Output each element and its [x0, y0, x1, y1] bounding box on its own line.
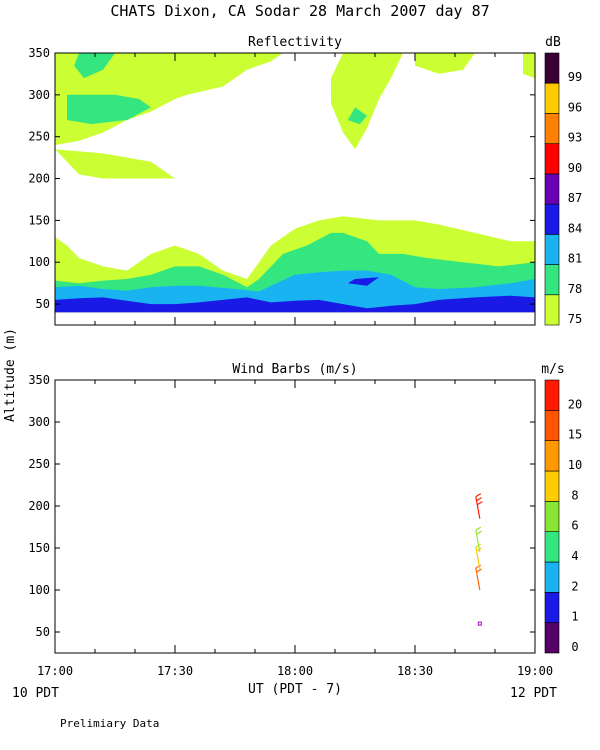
wind-colorbar: 0 1 2 4 6 8 10 15 20 — [544, 379, 582, 654]
y-tick-label: 150 — [28, 213, 50, 227]
wind-barb — [475, 526, 482, 553]
colorbar-label: 8 — [571, 488, 578, 502]
colorbar-swatch-93 — [544, 113, 560, 144]
x-tick-label: 19:00 — [517, 664, 553, 678]
colorbar-label: 2 — [571, 579, 578, 593]
reflectivity-colorbar-unit: dB — [545, 35, 561, 50]
colorbar-swatch-96 — [544, 82, 560, 114]
contour-region-84-db — [347, 277, 379, 286]
colorbar-swatch-8 — [544, 470, 560, 502]
colorbar-swatch-84 — [544, 203, 560, 235]
contour-region-78-db — [347, 107, 367, 125]
contour-region-75-db — [55, 53, 283, 146]
wind-colorbar-unit: m/s — [541, 362, 564, 377]
x-tick-label: 17:00 — [37, 664, 73, 678]
contour-region-75-db — [415, 53, 475, 74]
colorbar-label: 93 — [568, 131, 582, 145]
y-tick-label: 300 — [28, 415, 50, 429]
wind-barbs-title: Wind Barbs (m/s) — [232, 362, 357, 377]
y-tick-label: 350 — [28, 373, 50, 387]
y-tick-label: 100 — [28, 583, 50, 597]
colorbar-swatch-4 — [544, 531, 560, 563]
colorbar-swatch-99 — [544, 52, 560, 84]
y-tick-label: 100 — [28, 255, 50, 269]
contour-region-75-db — [55, 149, 175, 179]
colorbar-swatch-75 — [544, 294, 560, 326]
y-tick-label: 300 — [28, 88, 50, 102]
colorbar-label: 6 — [571, 519, 578, 533]
reflectivity-colorbar: 75 78 81 84 87 90 93 96 99 — [544, 52, 582, 326]
wind-barbs-y-axis: 50 100 150 200 250 300 350 — [28, 373, 535, 639]
contour-region-78-db — [74, 53, 115, 79]
contour-region-81-db — [55, 270, 535, 309]
colorbar-swatch-2 — [544, 561, 560, 593]
colorbar-label: 4 — [571, 549, 578, 563]
start-local-time: 10 PDT — [12, 686, 59, 701]
y-tick-label: 200 — [28, 172, 50, 186]
y-tick-label: 50 — [36, 625, 50, 639]
colorbar-swatch-81 — [544, 234, 560, 265]
y-tick-label: 200 — [28, 499, 50, 513]
y-tick-label: 350 — [28, 46, 50, 60]
colorbar-label: 15 — [568, 428, 582, 442]
colorbar-swatch-20 — [544, 379, 560, 411]
wind-barb — [475, 564, 482, 591]
wind-barbs-x-axis: 17:00 17:30 18:00 18:30 19:00 — [37, 380, 553, 678]
colorbar-label: 78 — [568, 282, 582, 296]
x-tick-label: 18:00 — [277, 664, 313, 678]
colorbar-swatch-15 — [544, 410, 560, 441]
y-tick-label: 250 — [28, 130, 50, 144]
colorbar-swatch-90 — [544, 143, 560, 175]
wind-barbs — [475, 493, 483, 626]
colorbar-swatch-10 — [544, 440, 560, 472]
colorbar-swatch-78 — [544, 264, 560, 296]
altitude-axis-label: Altitude (m) — [3, 328, 18, 422]
reflectivity-title: Reflectivity — [248, 35, 342, 50]
wind-barb — [477, 621, 482, 626]
colorbar-label: 1 — [571, 610, 578, 624]
colorbar-label: 75 — [568, 312, 582, 326]
x-tick-label: 17:30 — [157, 664, 193, 678]
colorbar-swatch-1 — [544, 592, 560, 623]
colorbar-swatch-6 — [544, 501, 560, 532]
contour-region-75-db — [523, 53, 535, 79]
colorbar-label: 0 — [571, 640, 578, 654]
preliminary-data-note: Prelimiary Data — [60, 717, 159, 730]
wind-barb — [475, 493, 483, 519]
contour-region-78-db — [67, 94, 151, 125]
colorbar-label: 10 — [568, 458, 582, 472]
colorbar-label: 96 — [568, 100, 582, 114]
end-local-time: 12 PDT — [510, 686, 557, 701]
colorbar-swatch-0 — [544, 622, 560, 654]
colorbar-label: 99 — [568, 70, 582, 84]
contour-region-84-db — [55, 295, 535, 313]
y-tick-label: 250 — [28, 457, 50, 471]
colorbar-label: 87 — [568, 191, 582, 205]
x-axis-label: UT (PDT - 7) — [248, 682, 342, 697]
colorbar-label: 81 — [568, 252, 582, 266]
reflectivity-x-ticks — [54, 53, 536, 325]
wind-barbs-plot-frame — [54, 379, 536, 654]
reflectivity-contours — [55, 53, 535, 313]
colorbar-label: 20 — [568, 397, 582, 411]
colorbar-label: 90 — [568, 161, 582, 175]
figure-title: CHATS Dixon, CA Sodar 28 March 2007 day … — [110, 2, 489, 20]
y-tick-label: 150 — [28, 541, 50, 555]
contour-region-75-db — [331, 53, 403, 150]
y-tick-label: 50 — [36, 297, 50, 311]
x-tick-label: 18:30 — [397, 664, 433, 678]
reflectivity-y-axis: 50 100 150 200 250 300 350 — [28, 46, 535, 311]
colorbar-label: 84 — [568, 221, 582, 235]
colorbar-swatch-87 — [544, 173, 560, 205]
